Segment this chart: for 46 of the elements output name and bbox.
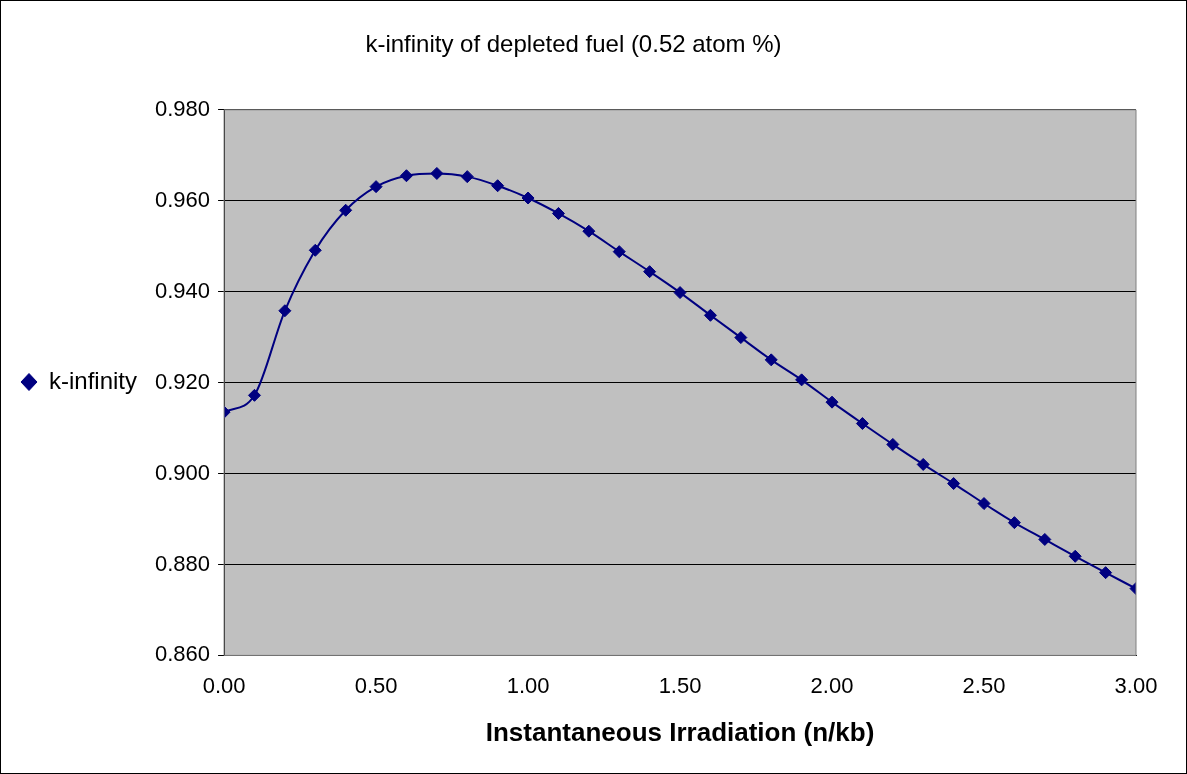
point [551,206,565,220]
y-tick-label: 0.960 [155,186,211,212]
point [977,497,991,511]
point [399,169,413,183]
point [673,286,687,300]
point [491,179,505,193]
x-axis-title: Instantaneous Irradiation (n/kb) [485,716,875,747]
point [278,304,292,318]
point [369,180,383,194]
legend-label: k-infinity [49,366,138,394]
y-tick-label: 0.940 [155,277,211,303]
y-tick-label: 0.920 [155,368,211,394]
point [1038,532,1052,546]
point [703,308,717,322]
point [855,417,869,431]
point [247,388,261,402]
x-tick-label: 1.00 [506,672,550,698]
y-tick-label: 0.860 [155,641,211,667]
point [1099,566,1113,580]
x-tick-label: 2.50 [962,672,1006,698]
point [460,170,474,184]
point [825,395,839,409]
point [1068,549,1082,563]
chart-title: k-infinity of depleted fuel (0.52 atom %) [365,30,782,58]
point [764,353,778,367]
point [582,224,596,238]
point [916,457,930,471]
point [430,166,444,180]
y-tick-label: 0.900 [155,459,211,485]
point [795,373,809,387]
point [1007,516,1021,530]
point [947,477,961,491]
point [308,243,322,257]
y-tick-label: 0.880 [155,550,211,576]
x-tick-label: 0.00 [202,672,246,698]
point [339,203,353,217]
y-tick-label: 0.980 [155,95,211,121]
point [734,331,748,345]
x-tick-label: 1.50 [658,672,702,698]
point [886,437,900,451]
point [643,265,657,279]
point [521,191,535,205]
x-tick-label: 3.00 [1114,672,1158,698]
x-tick-label: 0.50 [354,672,398,698]
point [612,245,626,259]
x-tick-label: 2.00 [810,672,854,698]
